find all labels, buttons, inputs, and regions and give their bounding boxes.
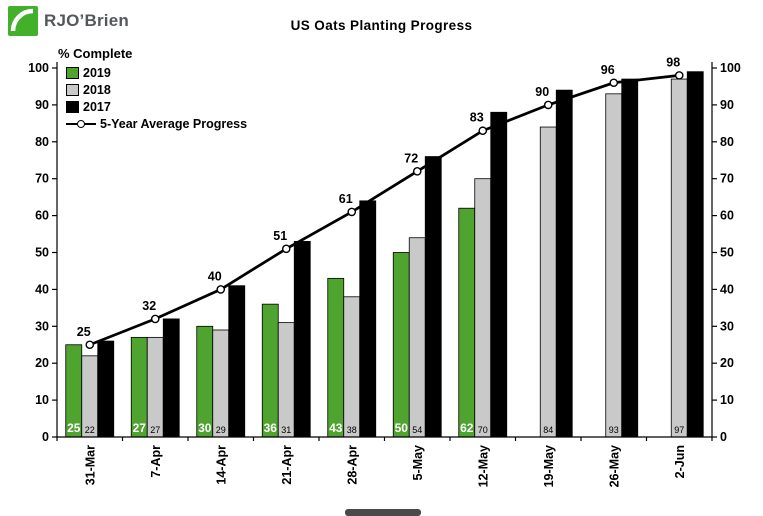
svg-text:22: 22 bbox=[85, 425, 95, 435]
svg-text:54: 54 bbox=[412, 425, 422, 435]
svg-text:21-Apr: 21-Apr bbox=[280, 445, 294, 485]
svg-text:80: 80 bbox=[720, 135, 734, 149]
svg-text:25: 25 bbox=[77, 325, 91, 339]
svg-text:10: 10 bbox=[720, 393, 734, 407]
brand-name: RJO’Brien bbox=[44, 11, 129, 30]
svg-text:26-May: 26-May bbox=[607, 445, 621, 487]
chart-title: US Oats Planting Progress bbox=[290, 18, 473, 33]
legend-label-2019: 2019 bbox=[83, 65, 111, 80]
svg-text:30: 30 bbox=[198, 421, 212, 435]
svg-text:96: 96 bbox=[601, 63, 615, 77]
svg-text:20: 20 bbox=[720, 356, 734, 370]
svg-text:14-Apr: 14-Apr bbox=[214, 445, 228, 485]
svg-text:98: 98 bbox=[666, 55, 680, 69]
svg-text:0: 0 bbox=[42, 430, 49, 444]
legend-swatch-2018-icon bbox=[66, 83, 79, 96]
svg-text:62: 62 bbox=[460, 421, 474, 435]
svg-text:20: 20 bbox=[35, 356, 49, 370]
svg-text:93: 93 bbox=[609, 425, 619, 435]
legend-item-2018: 2018 bbox=[66, 81, 247, 98]
svg-text:12-May: 12-May bbox=[476, 445, 490, 487]
rjobrien-logo-icon bbox=[8, 6, 38, 36]
svg-text:90: 90 bbox=[720, 98, 734, 112]
svg-text:40: 40 bbox=[208, 269, 222, 283]
svg-text:50: 50 bbox=[395, 421, 409, 435]
svg-text:60: 60 bbox=[720, 209, 734, 223]
svg-text:90: 90 bbox=[35, 98, 49, 112]
svg-text:5-May: 5-May bbox=[411, 445, 425, 480]
svg-text:100: 100 bbox=[28, 61, 49, 75]
svg-text:72: 72 bbox=[404, 151, 418, 165]
svg-text:0: 0 bbox=[720, 430, 727, 444]
svg-text:40: 40 bbox=[720, 282, 734, 296]
svg-text:36: 36 bbox=[264, 421, 278, 435]
y-axis-label: % Complete bbox=[58, 46, 133, 61]
legend-item-5yr-average: 5-Year Average Progress bbox=[66, 115, 247, 132]
svg-text:10: 10 bbox=[35, 393, 49, 407]
svg-text:19-May: 19-May bbox=[542, 445, 556, 487]
legend-swatch-2019-icon bbox=[66, 66, 79, 79]
chart-legend: 2019 2018 2017 5-Year Average Progress bbox=[66, 64, 247, 132]
legend-item-2017: 2017 bbox=[66, 98, 247, 115]
svg-text:25: 25 bbox=[67, 421, 81, 435]
legend-label-2018: 2018 bbox=[83, 82, 111, 97]
svg-text:40: 40 bbox=[35, 282, 49, 296]
svg-text:31-Mar: 31-Mar bbox=[83, 445, 97, 485]
svg-text:50: 50 bbox=[720, 246, 734, 260]
svg-text:80: 80 bbox=[35, 135, 49, 149]
svg-text:7-Apr: 7-Apr bbox=[149, 445, 163, 478]
legend-label-5yr-average: 5-Year Average Progress bbox=[100, 116, 248, 131]
svg-text:30: 30 bbox=[35, 319, 49, 333]
svg-text:70: 70 bbox=[720, 172, 734, 186]
scrollbar-thumb[interactable] bbox=[345, 509, 421, 516]
svg-text:61: 61 bbox=[339, 192, 353, 206]
svg-text:70: 70 bbox=[35, 172, 49, 186]
svg-text:60: 60 bbox=[35, 209, 49, 223]
svg-text:38: 38 bbox=[347, 425, 357, 435]
legend-line-marker-icon bbox=[66, 119, 96, 128]
legend-item-2019: 2019 bbox=[66, 64, 247, 81]
svg-text:84: 84 bbox=[543, 425, 553, 435]
svg-text:70: 70 bbox=[478, 425, 488, 435]
svg-text:31: 31 bbox=[281, 425, 291, 435]
svg-text:27: 27 bbox=[150, 425, 160, 435]
brand-logo: RJO’Brien bbox=[8, 6, 129, 36]
svg-text:29: 29 bbox=[216, 425, 226, 435]
svg-text:2-Jun: 2-Jun bbox=[673, 445, 687, 478]
svg-text:100: 100 bbox=[720, 61, 741, 75]
svg-text:28-Apr: 28-Apr bbox=[345, 445, 359, 485]
svg-text:51: 51 bbox=[273, 229, 287, 243]
svg-text:90: 90 bbox=[535, 85, 549, 99]
svg-text:27: 27 bbox=[133, 421, 147, 435]
svg-text:43: 43 bbox=[329, 421, 343, 435]
legend-swatch-2017-icon bbox=[66, 100, 79, 113]
svg-text:97: 97 bbox=[674, 425, 684, 435]
svg-text:83: 83 bbox=[470, 111, 484, 125]
svg-text:32: 32 bbox=[142, 299, 156, 313]
svg-text:30: 30 bbox=[720, 319, 734, 333]
legend-label-2017: 2017 bbox=[83, 99, 111, 114]
svg-text:50: 50 bbox=[35, 246, 49, 260]
